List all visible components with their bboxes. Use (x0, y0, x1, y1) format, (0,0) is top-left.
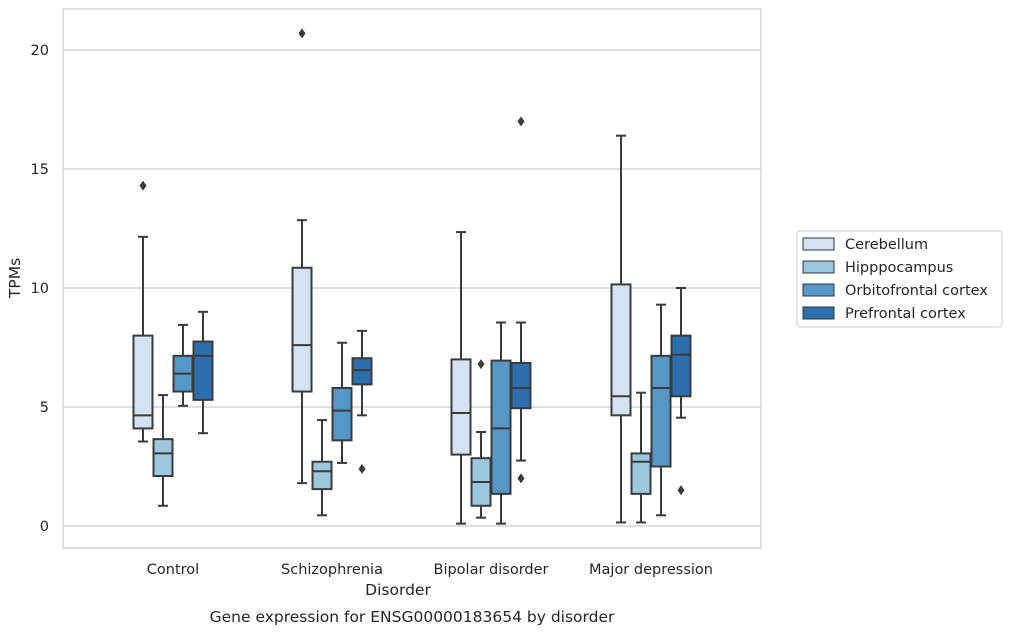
box-iqr (311, 460, 333, 491)
y-axis-label: TPMs (6, 258, 24, 299)
box-bipolar-disorder (450, 231, 472, 525)
plot-area-frame (62, 8, 762, 549)
legend-label: Hipppocampus (845, 260, 953, 276)
box-plot-series (132, 28, 692, 525)
box-iqr (610, 283, 632, 417)
box-iqr (192, 340, 214, 401)
legend-swatch (802, 237, 835, 251)
outlier-marker (139, 180, 147, 191)
box-schizophrenia (331, 341, 353, 464)
outlier-marker (517, 473, 525, 484)
box-major-depression (670, 287, 692, 496)
x-axis-label: Disorder (365, 581, 431, 599)
box-control (192, 310, 214, 435)
x-tick-label: Control (147, 562, 199, 578)
box-control (132, 180, 154, 443)
series-hipppocampus (152, 359, 652, 524)
y-tick-label: 10 (31, 281, 49, 297)
chart-caption: Gene expression for ENSG00000183654 by d… (210, 608, 615, 626)
x-tick-label: Bipolar disorder (434, 562, 549, 578)
x-axis-ticks: Control Schizophrenia Bipolar disorder Majo… (147, 562, 713, 578)
box-iqr (331, 386, 353, 442)
box-bipolar-disorder (470, 359, 492, 519)
x-tick-label: Schizophrenia (281, 562, 383, 578)
series-cerebellum (132, 28, 632, 525)
y-tick-label: 20 (31, 43, 49, 59)
legend-swatch (802, 283, 835, 297)
legend-label: Orbitofrontal cortex (845, 283, 988, 299)
box-bipolar-disorder (510, 116, 532, 484)
box-iqr (650, 354, 672, 468)
legend-swatch (802, 260, 835, 274)
box-schizophrenia (291, 28, 313, 485)
box-control (152, 394, 174, 507)
box-schizophrenia (311, 419, 333, 517)
outlier-marker (677, 485, 685, 496)
box-iqr (291, 266, 313, 393)
x-tick-label: Major depression (589, 562, 713, 578)
legend-frame (796, 230, 1003, 328)
outlier-marker (477, 359, 485, 370)
box-iqr (152, 438, 174, 478)
box-iqr (670, 334, 692, 398)
box-iqr (450, 358, 472, 456)
y-tick-label: 15 (31, 162, 49, 178)
box-major-depression (650, 303, 672, 517)
y-tick-label: 0 (40, 519, 49, 535)
box-iqr (630, 452, 652, 495)
series-orbitofrontal-cortex (172, 303, 672, 525)
legend: Cerebellum Hipppocampus Orbitofrontal cort… (796, 230, 1003, 328)
legend-label: Prefrontal cortex (845, 306, 966, 322)
outlier-marker (358, 463, 366, 474)
y-axis-ticks: 0 5 10 15 20 (31, 43, 49, 535)
box-iqr (351, 357, 373, 386)
y-tick-label: 5 (40, 400, 49, 416)
box-iqr (510, 361, 532, 410)
gridlines (63, 49, 761, 527)
box-iqr (490, 359, 512, 495)
outlier-marker (298, 28, 306, 39)
box-iqr (132, 334, 154, 430)
box-major-depression (610, 134, 632, 524)
box-major-depression (630, 391, 652, 524)
legend-swatch (802, 306, 835, 320)
outlier-marker (517, 116, 525, 127)
series-prefrontal-cortex (192, 116, 692, 496)
legend-label: Cerebellum (845, 237, 928, 253)
box-control (172, 323, 194, 407)
box-schizophrenia (351, 329, 373, 474)
box-bipolar-disorder (490, 321, 512, 525)
